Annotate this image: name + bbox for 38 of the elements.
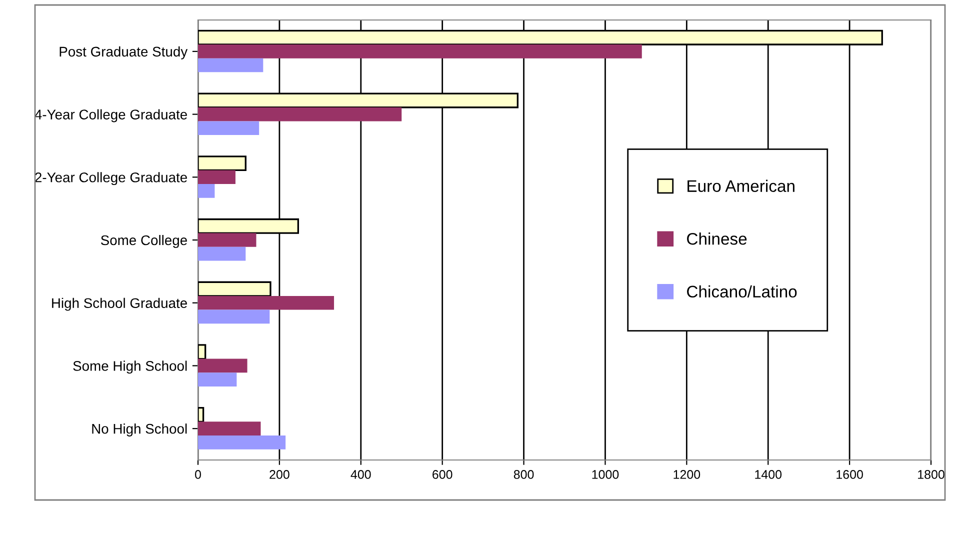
x-tick-label: 1800 bbox=[918, 470, 944, 479]
y-tick-label: Some High School bbox=[73, 360, 187, 374]
bar bbox=[198, 184, 215, 198]
legend-label: Chinese bbox=[687, 232, 747, 245]
x-tick-label: 200 bbox=[270, 470, 290, 479]
bar bbox=[198, 121, 260, 136]
x-tick-label: 1600 bbox=[836, 470, 863, 479]
bar bbox=[198, 44, 642, 58]
bar bbox=[198, 358, 248, 373]
x-tick-label: 1400 bbox=[755, 470, 782, 479]
bar bbox=[198, 296, 334, 310]
y-tick-label: No High School bbox=[92, 424, 187, 436]
x-tick-label: 1200 bbox=[674, 470, 700, 479]
bar bbox=[198, 107, 402, 122]
bar bbox=[198, 156, 246, 172]
bar bbox=[198, 372, 237, 386]
y-tick-label: High School Graduate bbox=[52, 298, 187, 311]
bar bbox=[198, 344, 206, 360]
bar bbox=[198, 422, 261, 436]
x-tick-label: 0 bbox=[195, 470, 201, 479]
bar bbox=[198, 406, 204, 422]
y-tick-label: Some College bbox=[100, 234, 187, 248]
legend-label: Euro American bbox=[688, 180, 794, 192]
bar bbox=[198, 58, 264, 72]
y-tick-label: 4-Year College Graduate bbox=[34, 109, 187, 122]
bar bbox=[198, 310, 270, 324]
x-tick-label: 600 bbox=[432, 470, 452, 479]
bar bbox=[198, 281, 272, 297]
x-tick-label: 1000 bbox=[592, 470, 619, 479]
y-tick-label: Post Graduate Study bbox=[60, 46, 188, 60]
bar bbox=[198, 435, 286, 450]
y-tick-label: 2-Year College Graduate bbox=[35, 172, 187, 186]
legend-label: Chicano/Latino bbox=[687, 285, 797, 298]
x-tick-label: 400 bbox=[350, 470, 371, 479]
bar bbox=[198, 246, 246, 261]
x-tick-label: 800 bbox=[514, 470, 534, 479]
bar bbox=[198, 170, 236, 184]
bar bbox=[198, 233, 256, 247]
